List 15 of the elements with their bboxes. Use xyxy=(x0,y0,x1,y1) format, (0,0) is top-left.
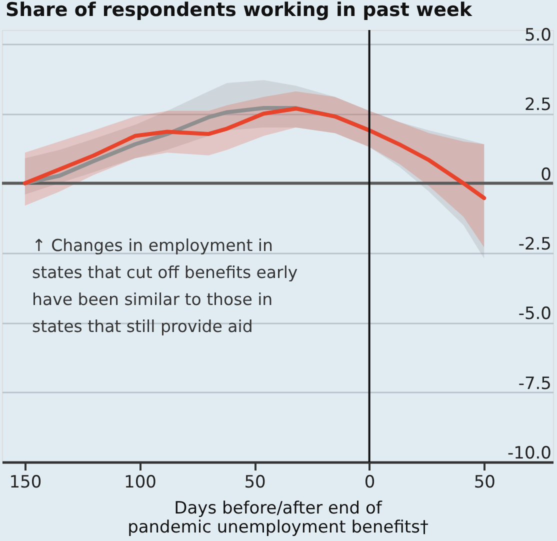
x-tick-label: 50 xyxy=(244,472,266,492)
x-tick-label: 100 xyxy=(124,472,156,492)
y-tick-label: 2.5 xyxy=(524,95,552,116)
y-tick-label: 5.0 xyxy=(524,25,552,46)
y-tick-label: -2.5 xyxy=(518,234,552,254)
chart-title: Share of respondents working in past week xyxy=(6,0,472,21)
x-tick-label: 0 xyxy=(364,472,376,492)
y-tick-label: -10.0 xyxy=(508,444,552,464)
y-tick-label: 0 xyxy=(540,164,552,185)
x-axis-title: Days before/after end of pandemic unemployment benefits† xyxy=(128,498,429,538)
y-tick-label: -5.0 xyxy=(518,304,552,324)
y-tick-label: -7.5 xyxy=(518,374,552,394)
x-tick-label: 150 xyxy=(9,472,42,492)
annotation: ↑ Changes in employment in states that cut off benefits early have been similar to those in states that still provide aid xyxy=(32,236,298,336)
x-tick-label: 50 xyxy=(474,472,496,492)
